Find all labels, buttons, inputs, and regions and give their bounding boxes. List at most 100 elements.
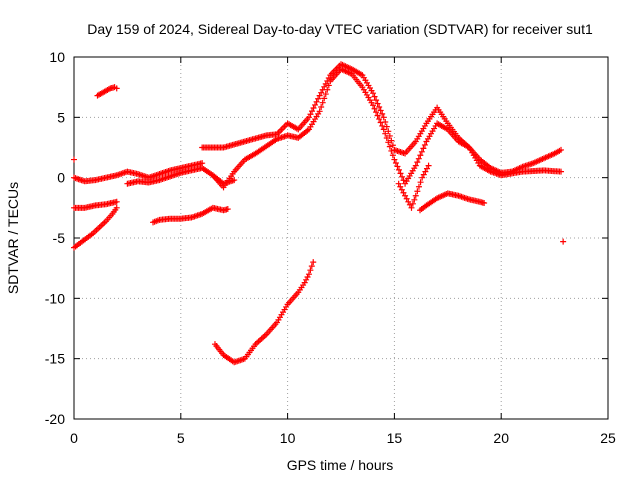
data-point [231,177,238,184]
data-point-trail [388,137,395,144]
data-point-trail [415,183,422,190]
data-point [408,204,415,211]
data-point [560,238,567,245]
data-point [402,192,409,199]
data-point [395,180,402,187]
data-point [412,192,419,199]
x-tick-labels: 0 5 10 15 20 25 [70,430,616,446]
data-point [305,271,312,278]
data-point [412,162,419,169]
y-axis-label: SDTVAR / TECUs [5,182,21,294]
data-point [370,102,377,109]
data-point [113,198,120,205]
y-tick-label: -5 [53,230,66,246]
data-point-trail [394,163,401,170]
data-point-trail [414,188,421,195]
data-point-trail [400,177,407,184]
data-point-trail [405,198,412,205]
data-point [316,108,323,115]
data-point-trail [389,142,396,149]
data-point-trail [386,132,393,139]
y-tick-label: -10 [45,290,65,306]
data-point [305,114,312,121]
data-point-trail [420,171,427,178]
x-tick-label: 20 [493,430,509,446]
data-point-trail [377,119,384,126]
x-tick-label: 0 [70,430,78,446]
data-point-trail [371,93,378,100]
data-point-trail [310,105,317,112]
data-point [380,114,387,121]
data-point-trail [324,86,331,93]
data-point-trail [415,155,422,162]
data-point [558,146,565,153]
data-point-trail [397,170,404,177]
data-point-trail [386,143,393,150]
data-point-trail [418,148,425,155]
data-point [425,162,432,169]
data-point [370,90,377,97]
x-tick-label: 25 [600,430,616,446]
data-point-trail [321,95,328,102]
data-point-trail [400,189,407,196]
data-point-trail [383,135,390,142]
data-point-trail [376,116,383,123]
data-point [419,174,426,181]
data-point-trail [397,183,404,190]
data-point-trail [385,139,392,146]
data-point-trail [371,105,378,112]
data-point-trail [376,103,383,110]
data-point-trail [411,196,418,203]
data-point-trail [373,97,380,104]
x-axis-label: GPS time / hours [287,457,394,473]
data-point-trail [379,110,386,117]
data-point-trail [307,267,314,274]
data-point-trail [392,160,399,167]
data-point-trail [409,200,416,207]
data-point-trail [399,173,406,180]
data-point-trail [315,95,322,102]
data-points [71,61,567,366]
data-point-trail [307,111,314,118]
data-point-trail [422,168,429,175]
data-point [71,156,77,163]
x-tick-label: 10 [280,430,296,446]
y-tick-label: -20 [45,411,65,427]
y-tick-labels: 10 5 0 -5 -10 -15 -20 [45,49,65,427]
data-point [558,168,565,175]
data-point-trail [389,152,396,159]
data-point-trail [318,103,325,110]
data-point-trail [417,179,424,186]
data-point-trail [379,122,386,129]
data-point-trail [398,186,405,193]
y-tick-label: -15 [45,351,65,367]
axis-ticks [73,56,609,420]
data-point-trail [421,141,428,148]
grid [74,57,608,419]
data-point-trail [414,159,421,166]
data-point-trail [304,274,311,281]
x-tick-label: 15 [387,430,403,446]
data-point-trail [403,195,410,202]
data-point-trail [423,165,430,172]
data-point-trail [420,145,427,152]
data-point-trail [373,109,380,116]
data-point [391,156,398,163]
data-point-trail [406,201,413,208]
data-point-trail [313,98,320,105]
data-point-trail [385,128,392,135]
data-point-trail [417,152,424,159]
y-tick-label: 0 [57,170,65,186]
data-point-trail [322,91,329,98]
data-point-trail [325,82,332,89]
data-point-trail [382,130,389,137]
data-point-trail [319,99,326,106]
data-point [113,85,120,92]
data-point-trail [388,147,395,154]
data-point [481,200,488,207]
y-tick-label: 10 [49,49,65,65]
data-point [380,126,387,133]
data-point-trail [374,112,381,119]
data-point-trail [395,166,402,173]
data-point-trail [383,123,390,130]
